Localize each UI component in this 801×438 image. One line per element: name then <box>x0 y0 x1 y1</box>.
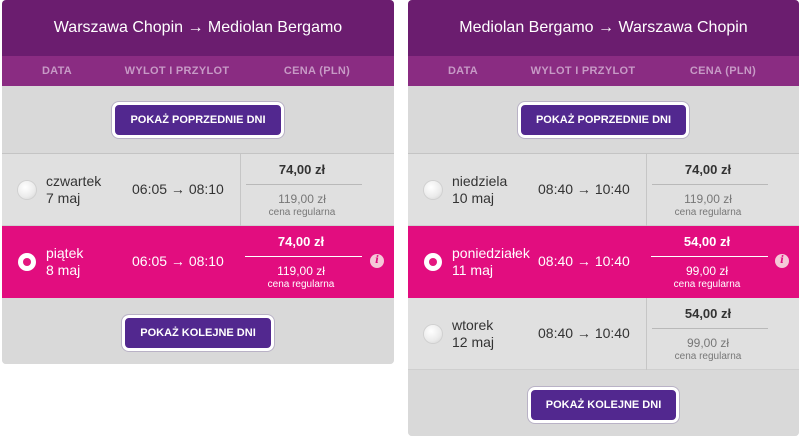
flight-radio[interactable] <box>424 325 442 343</box>
return-flight-panel: Mediolan Bergamo → Warszawa Chopin DATA … <box>408 0 799 436</box>
price-divider <box>245 256 362 257</box>
show-previous-days-button[interactable]: POKAŻ POPRZEDNIE DNI <box>112 101 284 138</box>
flight-row-selected[interactable]: poniedziałek 11 maj 08:40 → 10:40 54,00 … <box>408 226 799 298</box>
flight-date: czwartek 7 maj <box>46 173 101 207</box>
next-days-area: POKAŻ KOLEJNE DNI <box>408 370 799 436</box>
flight-times: 06:05 → 08:10 <box>132 181 224 197</box>
flight-times: 08:40 → 10:40 <box>538 181 630 197</box>
previous-days-area: POKAŻ POPRZEDNIE DNI <box>408 86 799 154</box>
flight-date: wtorek 12 maj <box>452 317 494 351</box>
regular-price: 119,00 zł <box>277 264 325 278</box>
flight-times: 08:40 → 10:40 <box>538 325 630 341</box>
flight-times: 06:05 → 08:10 <box>132 253 224 269</box>
regular-price-label: cena regularna <box>267 279 335 290</box>
weekday: piątek <box>46 245 84 261</box>
fare-price: 54,00 zł <box>684 306 732 321</box>
info-icon[interactable]: i <box>370 254 384 268</box>
price-cell: 74,00 zł 119,00 zł cena regularna <box>240 154 362 226</box>
price-divider <box>651 256 768 257</box>
weekday: czwartek <box>46 173 102 189</box>
column-header-times: WYLOT I PRZYLOT <box>530 65 636 77</box>
flight-date: niedziela 10 maj <box>452 173 507 207</box>
regular-price-label: cena regularna <box>673 279 741 290</box>
price-divider <box>652 184 768 185</box>
fare-price: 74,00 zł <box>277 234 325 249</box>
price-divider <box>652 328 768 329</box>
weekday: wtorek <box>452 317 494 333</box>
regular-price: 99,00 zł <box>686 336 730 350</box>
price-cell: 74,00 zł 119,00 zł cena regularna <box>646 154 768 226</box>
flight-times: 08:40 → 10:40 <box>538 253 630 269</box>
route-title: Warszawa Chopin → Mediolan Bergamo <box>2 0 394 56</box>
date: 7 maj <box>46 190 81 206</box>
outbound-flight-panel: Warszawa Chopin → Mediolan Bergamo DATA … <box>2 0 394 364</box>
regular-price-label: cena regularna <box>674 351 742 362</box>
regular-price: 99,00 zł <box>685 264 729 278</box>
flight-row[interactable]: czwartek 7 maj 06:05 → 08:10 74,00 zł 11… <box>2 154 394 226</box>
info-icon[interactable]: i <box>775 254 789 268</box>
flight-row-selected[interactable]: piątek 8 maj 06:05 → 08:10 74,00 zł 119,… <box>2 226 394 298</box>
price-cell: 54,00 zł 99,00 zł cena regularna <box>646 226 768 298</box>
regular-price: 119,00 zł <box>278 192 326 206</box>
previous-days-area: POKAŻ POPRZEDNIE DNI <box>2 86 394 154</box>
flight-radio[interactable] <box>424 181 442 199</box>
flight-row[interactable]: wtorek 12 maj 08:40 → 10:40 54,00 zł 99,… <box>408 298 799 370</box>
regular-price-label: cena regularna <box>268 207 336 218</box>
flight-row[interactable]: niedziela 10 maj 08:40 → 10:40 74,00 zł … <box>408 154 799 226</box>
price-divider <box>246 184 362 185</box>
column-header-price: CENA (PLN) <box>689 65 757 77</box>
regular-price-label: cena regularna <box>674 207 742 218</box>
fare-price: 74,00 zł <box>278 162 326 177</box>
column-headers: DATA WYLOT I PRZYLOT CENA (PLN) <box>2 56 394 86</box>
show-previous-days-button[interactable]: POKAŻ POPRZEDNIE DNI <box>517 101 690 138</box>
fare-price: 74,00 zł <box>684 162 732 177</box>
flight-date: piątek 8 maj <box>46 245 83 279</box>
flight-radio-checked[interactable] <box>424 253 442 271</box>
regular-price: 119,00 zł <box>684 192 732 206</box>
column-headers: DATA WYLOT I PRZYLOT CENA (PLN) <box>408 56 799 86</box>
date: 12 maj <box>452 334 495 350</box>
date: 8 maj <box>46 262 81 278</box>
show-next-days-button[interactable]: POKAŻ KOLEJNE DNI <box>122 315 274 351</box>
route-title: Mediolan Bergamo → Warszawa Chopin <box>408 0 799 56</box>
flight-radio[interactable] <box>18 181 36 199</box>
date: 11 maj <box>452 262 493 278</box>
column-header-price: CENA (PLN) <box>283 65 351 77</box>
column-header-date: DATA <box>41 65 73 77</box>
date: 10 maj <box>452 190 495 206</box>
weekday: poniedziałek <box>452 245 530 261</box>
column-header-times: WYLOT I PRZYLOT <box>124 65 230 77</box>
next-days-area: POKAŻ KOLEJNE DNI <box>2 298 394 364</box>
price-cell: 54,00 zł 99,00 zł cena regularna <box>646 298 768 370</box>
column-header-date: DATA <box>447 65 479 77</box>
fare-price: 54,00 zł <box>683 234 731 249</box>
flight-date: poniedziałek 11 maj <box>452 245 530 279</box>
price-cell: 74,00 zł 119,00 zł cena regularna <box>240 226 362 298</box>
flight-radio-checked[interactable] <box>18 253 36 271</box>
show-next-days-button[interactable]: POKAŻ KOLEJNE DNI <box>527 387 680 423</box>
weekday: niedziela <box>452 173 508 189</box>
